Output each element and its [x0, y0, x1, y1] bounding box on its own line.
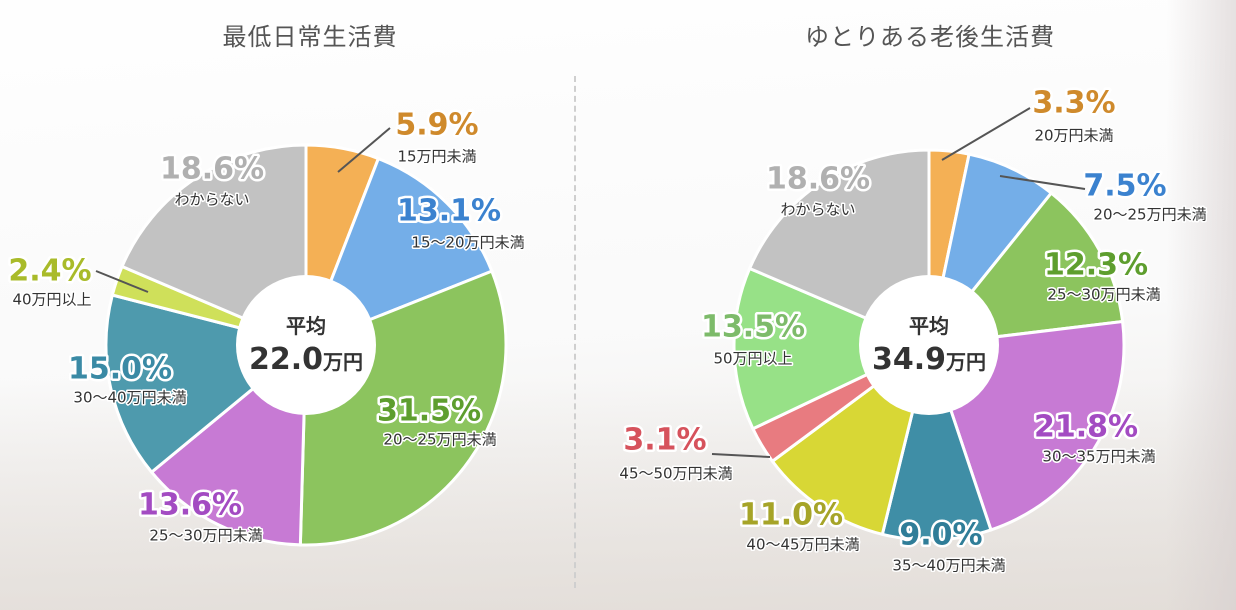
slice-percent-label: 3.3%: [1032, 86, 1115, 121]
slice-percent-label: 2.4%: [8, 254, 91, 289]
leader-line: [95, 270, 149, 293]
background-edge-shadow: [1166, 0, 1236, 610]
slice-percent-label: 13.1%: [397, 194, 501, 229]
slice-category-label: 15～20万円未満: [411, 234, 524, 252]
slice-percent-label: 31.5%: [377, 394, 481, 429]
slice-category-label: 15万円未満: [397, 148, 476, 166]
slice-category-label: わからない: [780, 201, 855, 219]
slice-category-label: 30～35万円未満: [1042, 448, 1155, 466]
slice-percent-label: 5.9%: [395, 108, 478, 143]
slice-percent-label: 21.8%: [1034, 410, 1138, 445]
leader-line: [941, 107, 1031, 161]
center-average-value: 34.9万円: [872, 342, 986, 377]
slice-category-label: 20～25万円未満: [1093, 206, 1206, 224]
leader-line: [337, 127, 391, 173]
pie-chart-0: 平均 22.0万円 5.9% 15万円未満 13.1% 15～20万円未満 31.5% 20～…: [6, 105, 526, 547]
pie-chart-1: 平均 34.9万円 3.3% 20万円未満 7.5% 20～25万円未満 12.3% 25～3…: [618, 83, 1208, 576]
chart-title-comfortable: ゆとりある老後生活費: [805, 23, 1055, 51]
slice-percent-label: 15.0%: [68, 352, 172, 387]
slice-percent-label: 9.0%: [899, 518, 982, 553]
center-label: 平均: [286, 314, 326, 338]
slice-percent-label: 3.1%: [623, 423, 706, 458]
slice-category-label: 45～50万円未満: [619, 465, 732, 483]
pie-center-hole: [859, 275, 999, 415]
pie-slice: [880, 339, 993, 542]
slice-percent-label: 7.5%: [1083, 169, 1166, 204]
slice-category-label: 20万円未満: [1034, 127, 1113, 145]
slice-percent-label: 13.5%: [701, 310, 805, 345]
pie-center-hole: [236, 275, 376, 415]
slice-category-label: わからない: [174, 191, 249, 209]
slice-category-label: 25～30万円未満: [149, 527, 262, 545]
leader-line: [999, 175, 1086, 190]
chart-title-minimum: 最低日常生活費: [222, 23, 398, 51]
pie-slice: [732, 266, 933, 431]
leader-line: [711, 453, 771, 458]
slice-category-label: 20～25万円未満: [383, 431, 496, 449]
slice-percent-label: 13.6%: [138, 488, 242, 523]
chart-divider: [574, 76, 576, 588]
center-label: 平均: [909, 314, 949, 338]
slice-percent-label: 12.3%: [1044, 248, 1148, 283]
slice-category-label: 35～40万円未満: [892, 557, 1005, 575]
slice-percent-label: 18.6%: [160, 152, 264, 187]
slice-category-label: 30～40万円未満: [73, 389, 186, 407]
slice-category-label: 25～30万円未満: [1047, 286, 1160, 304]
slice-category-label: 50万円以上: [713, 350, 792, 368]
slice-percent-label: 18.6%: [766, 162, 870, 197]
slice-category-label: 40万円以上: [12, 291, 91, 309]
slice-category-label: 40～45万円未満: [746, 536, 859, 554]
slice-percent-label: 11.0%: [739, 498, 843, 533]
center-average-value: 22.0万円: [249, 342, 363, 377]
